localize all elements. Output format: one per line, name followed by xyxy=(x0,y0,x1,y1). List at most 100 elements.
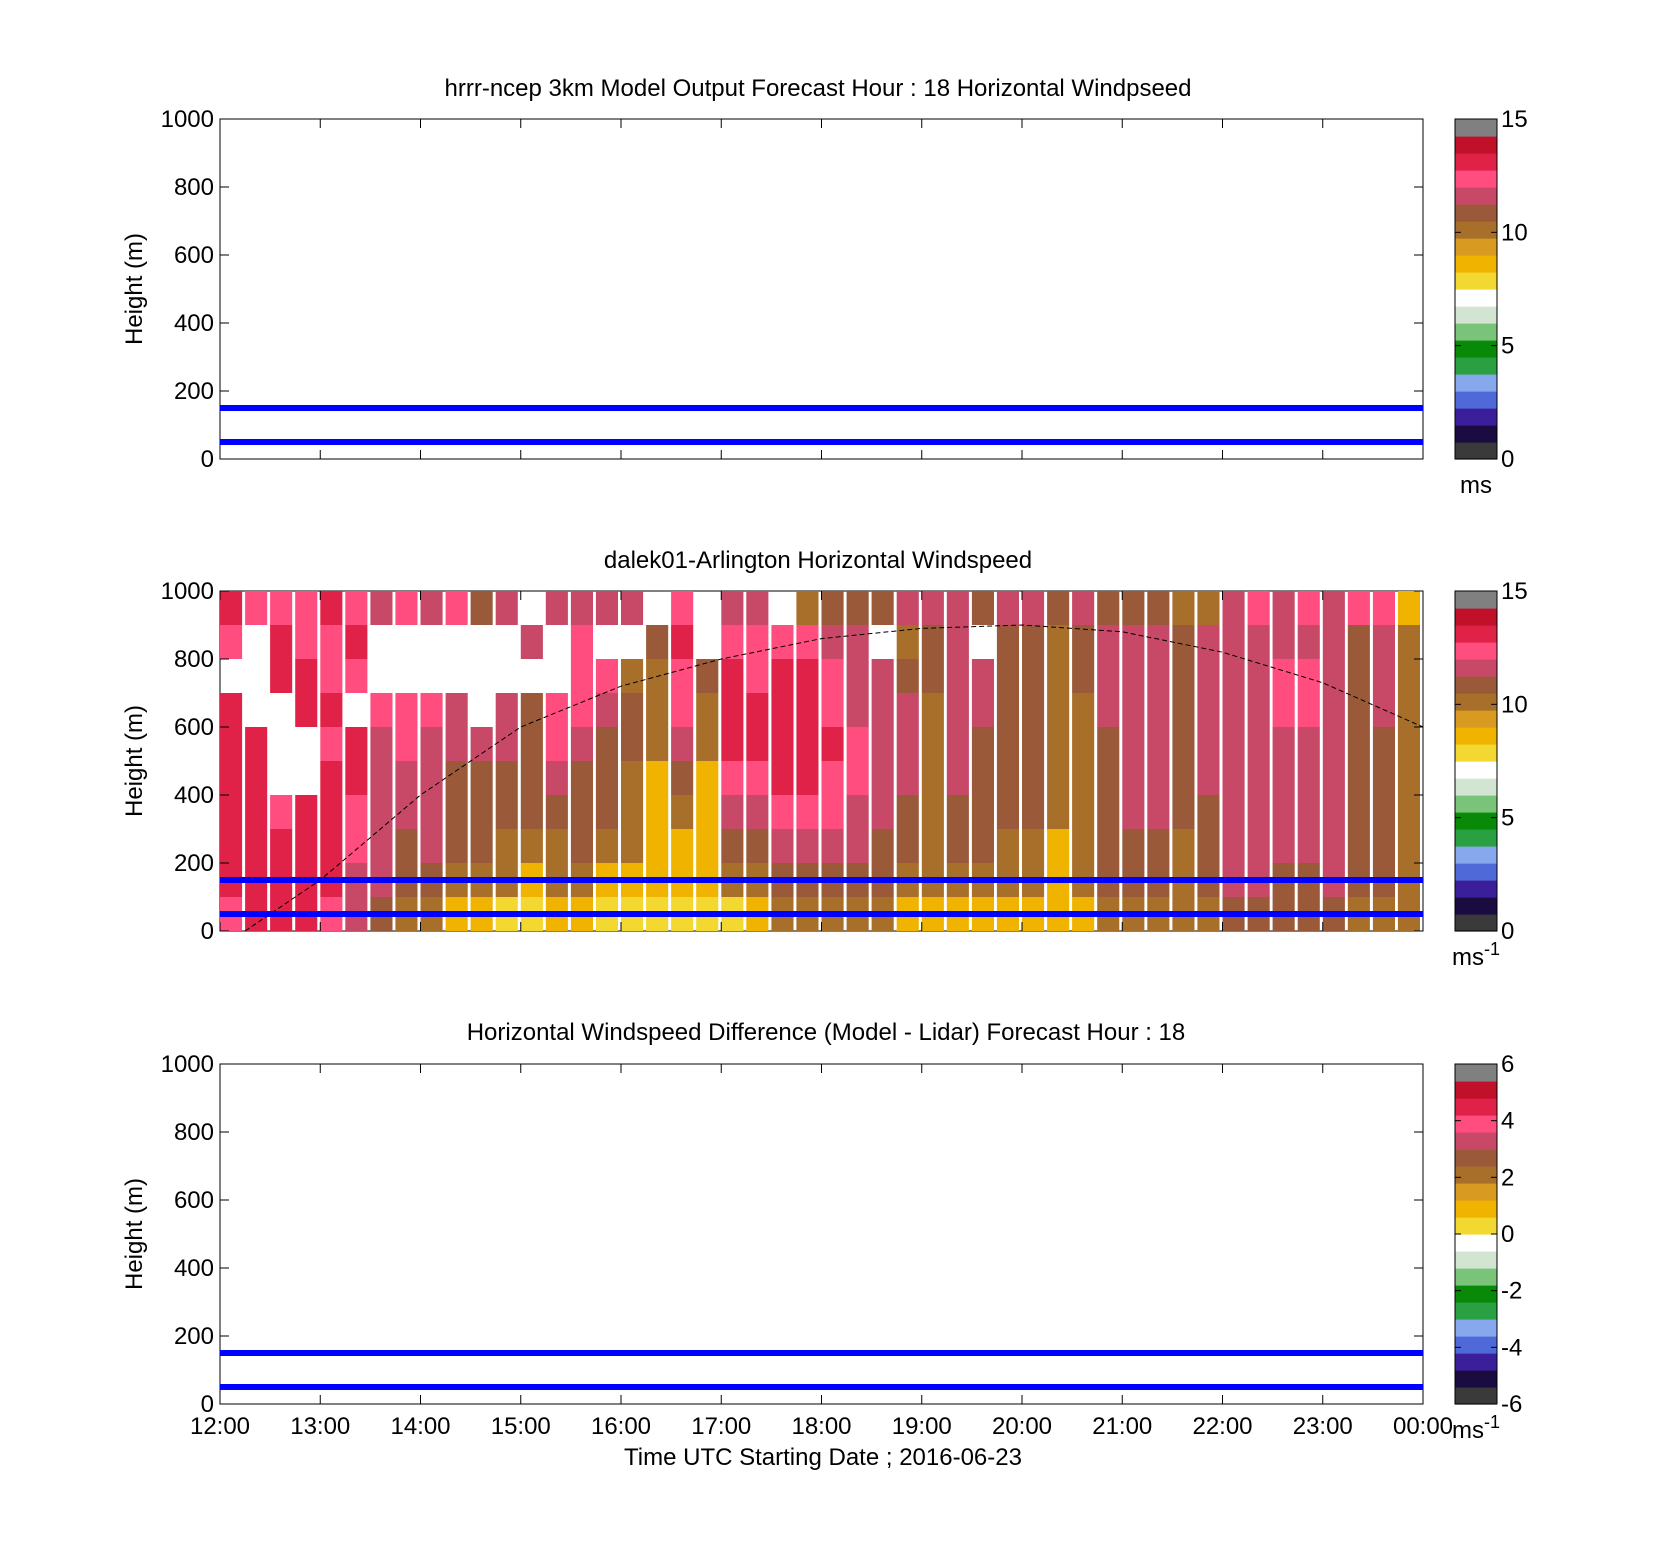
heatmap-cell xyxy=(270,659,293,693)
heatmap-cell xyxy=(1247,625,1270,659)
heatmap-cell xyxy=(570,761,593,795)
heatmap-cell xyxy=(971,795,994,829)
heatmap-cell xyxy=(1197,659,1220,693)
heatmap-cell xyxy=(1397,625,1420,659)
heatmap-cell xyxy=(646,625,669,659)
heatmap-cell xyxy=(1122,625,1145,659)
colorbar-tick-label: 10 xyxy=(1501,219,1528,246)
heatmap-cell xyxy=(445,693,468,727)
heatmap-cell xyxy=(1347,761,1370,795)
heatmap-cell xyxy=(445,761,468,795)
heatmap-cell xyxy=(821,761,844,795)
colorbar-swatch xyxy=(1455,1268,1497,1286)
heatmap-cell xyxy=(1372,761,1395,795)
plot-frame xyxy=(219,1063,1424,1405)
heatmap-cell xyxy=(1222,591,1245,625)
heatmap-cell xyxy=(721,795,744,829)
colorbar-swatch xyxy=(1455,625,1497,643)
heatmap-cell xyxy=(771,795,794,829)
colorbar-tick-label: -6 xyxy=(1501,1391,1522,1418)
heatmap-cell xyxy=(946,625,969,659)
heatmap-cell xyxy=(1022,625,1045,659)
heatmap-cell xyxy=(1297,761,1320,795)
colorbar-unit: ms-1 xyxy=(1452,939,1500,971)
heatmap-cell xyxy=(220,591,243,625)
heatmap-cell xyxy=(1297,795,1320,829)
heatmap-cell xyxy=(595,659,618,693)
heatmap-cell xyxy=(1047,795,1070,829)
heatmap-cell xyxy=(1297,829,1320,863)
heatmap-cell xyxy=(245,829,268,863)
heatmap-cell xyxy=(996,761,1019,795)
heatmap-cell xyxy=(1122,795,1145,829)
x-tick-label: 12:00 xyxy=(190,1413,250,1440)
heatmap-cell xyxy=(946,591,969,625)
colorbar-swatch xyxy=(1455,1387,1497,1405)
heatmap-cell xyxy=(295,625,318,659)
heatmap-cell xyxy=(1072,727,1095,761)
heatmap-cell xyxy=(671,625,694,659)
heatmap-cell xyxy=(1372,795,1395,829)
heatmap-cell xyxy=(621,727,644,761)
colorbar-swatch xyxy=(1455,914,1497,932)
heatmap-cell xyxy=(245,761,268,795)
colorbar-swatch xyxy=(1455,1302,1497,1320)
heatmap-cell xyxy=(320,693,343,727)
y-tick-label: 400 xyxy=(174,310,214,337)
colorbar-swatch xyxy=(1455,408,1497,426)
heatmap-cell xyxy=(320,591,343,625)
heatmap-cell xyxy=(1222,727,1245,761)
colorbar-swatch xyxy=(1455,1115,1497,1133)
heatmap-cell xyxy=(1147,829,1170,863)
colorbar-swatch xyxy=(1455,1166,1497,1184)
heatmap-cell xyxy=(245,727,268,761)
heatmap-cell xyxy=(445,591,468,625)
y-tick-label: 800 xyxy=(174,646,214,673)
heatmap-cell xyxy=(395,591,418,625)
heatmap-cell xyxy=(696,761,719,795)
heatmap-cell xyxy=(946,727,969,761)
colorbar-swatch xyxy=(1455,153,1497,171)
y-tick-label: 800 xyxy=(174,174,214,201)
heatmap-cell xyxy=(1047,761,1070,795)
heatmap-cell xyxy=(1097,795,1120,829)
colorbar-swatch xyxy=(1455,221,1497,239)
heatmap-cell xyxy=(921,625,944,659)
heatmap-cell xyxy=(1372,829,1395,863)
heatmap-cell xyxy=(871,659,894,693)
heatmap-cell xyxy=(721,727,744,761)
heatmap-cell xyxy=(746,829,769,863)
heatmap-cell xyxy=(1172,591,1195,625)
heatmap-cell xyxy=(395,829,418,863)
heatmap-cell xyxy=(1047,693,1070,727)
heatmap-cell xyxy=(921,727,944,761)
colorbar-swatch xyxy=(1455,642,1497,660)
x-tick-label: 13:00 xyxy=(290,1413,350,1440)
heatmap-cell xyxy=(1197,727,1220,761)
heatmap-cell xyxy=(746,591,769,625)
heatmap-cell xyxy=(1122,591,1145,625)
heatmap-cell xyxy=(1347,625,1370,659)
heatmap-cell xyxy=(1272,829,1295,863)
heatmap-cell xyxy=(821,625,844,659)
heatmap-cell xyxy=(1097,727,1120,761)
heatmap-cell xyxy=(846,761,869,795)
boundary-layer-curve xyxy=(244,624,1424,932)
heatmap-cell xyxy=(921,761,944,795)
colorbar: 0 5 10 15 ms-1 xyxy=(1452,578,1528,971)
y-axis-label: Height (m) xyxy=(121,233,148,345)
heatmap-cell xyxy=(621,761,644,795)
heatmap-cell xyxy=(345,761,368,795)
y-tick-label: 1000 xyxy=(161,578,214,605)
heatmap-cell xyxy=(896,727,919,761)
colorbar-swatch xyxy=(1455,1183,1497,1201)
heatmap-cell xyxy=(570,795,593,829)
heatmap-cell xyxy=(595,829,618,863)
colorbar-swatch xyxy=(1455,829,1497,847)
colorbar-swatch xyxy=(1455,880,1497,898)
heatmap-cell xyxy=(420,727,443,761)
heatmap-cell xyxy=(1397,591,1420,625)
heatmap-cell xyxy=(1147,727,1170,761)
heatmap-cell xyxy=(220,829,243,863)
heatmap-cell xyxy=(1322,761,1345,795)
